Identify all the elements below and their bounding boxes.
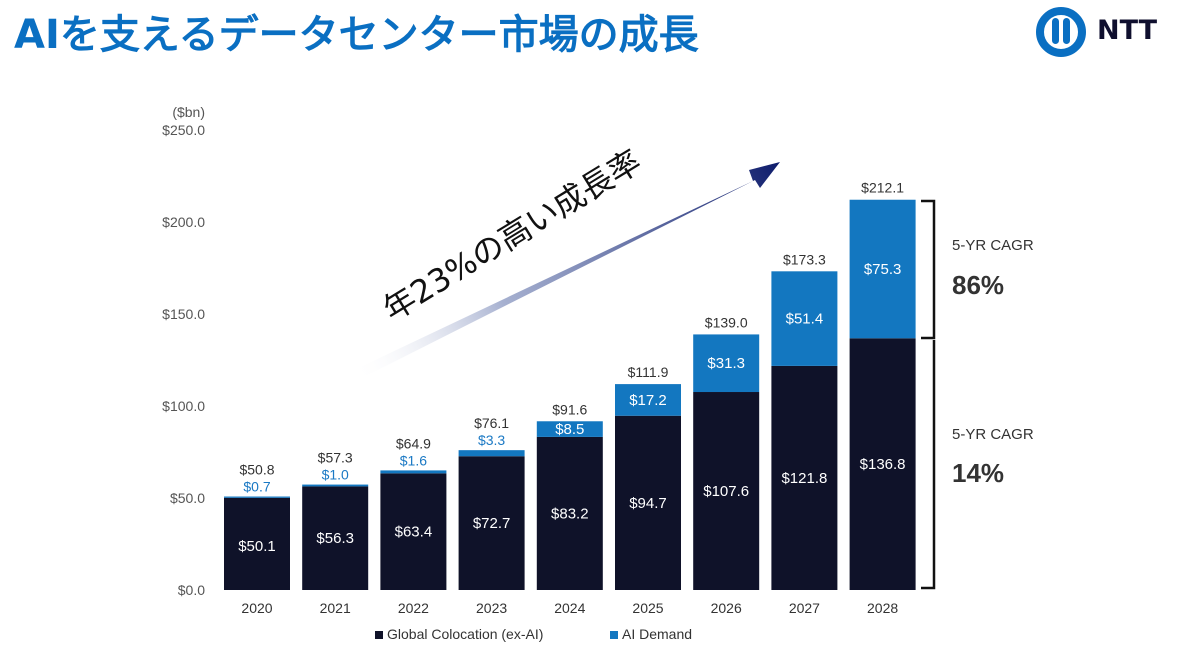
bar-colocation-2022 <box>380 473 447 590</box>
bar-ai-demand-2024 <box>536 421 603 437</box>
data-label-ai-demand: $51.4 <box>786 311 824 328</box>
y-tick-label: $200.0 <box>162 214 205 230</box>
bar-colocation-2025 <box>615 415 681 590</box>
legend-swatch-ai-demand <box>610 631 618 639</box>
data-label-colocation: $63.4 <box>395 524 433 541</box>
x-tick-label: 2028 <box>867 600 898 616</box>
data-label-ai-demand: $0.7 <box>243 479 270 495</box>
y-tick-label: $250.0 <box>162 122 205 138</box>
data-label-colocation: $50.1 <box>238 538 276 555</box>
data-label-ai-demand: $17.2 <box>629 392 667 409</box>
bar-ai-demand-2022 <box>380 470 447 474</box>
bar-ai-demand-2020 <box>224 496 290 498</box>
x-tick-label: 2020 <box>241 600 272 616</box>
cagr-ai-bracket <box>921 199 936 340</box>
y-tick-label: $50.0 <box>170 490 205 506</box>
data-label-ai-demand: $1.6 <box>400 452 427 468</box>
bar-colocation-2028 <box>849 338 916 590</box>
x-tick-label: 2024 <box>554 600 585 616</box>
data-label-colocation: $56.3 <box>316 530 354 547</box>
bar-colocation-2021 <box>302 486 369 590</box>
cagr-ai-value: 86% <box>952 270 1004 300</box>
ntt-swirl-icon <box>1036 7 1086 57</box>
cagr-colo-label: 5-YR CAGR <box>952 426 1034 443</box>
cagr-colo-bracket <box>921 340 936 590</box>
x-tick-label: 2023 <box>476 600 507 616</box>
data-label-ai-demand: $31.3 <box>707 355 745 372</box>
data-label-ai-demand: $3.3 <box>478 432 505 448</box>
x-tick-label: 2022 <box>398 600 429 616</box>
data-label-ai-demand: $8.5 <box>555 421 584 438</box>
bar-ai-demand-2028 <box>849 199 916 339</box>
y-tick-label: $100.0 <box>162 398 205 414</box>
data-label-total: $64.9 <box>396 435 431 451</box>
data-label-colocation: $72.7 <box>473 515 511 532</box>
bar-colocation-2024 <box>536 436 603 590</box>
data-label-ai-demand: $75.3 <box>864 261 902 278</box>
growth-arrow <box>354 162 780 380</box>
data-label-ai-demand: $1.0 <box>322 467 349 483</box>
x-tick-label: 2026 <box>711 600 742 616</box>
page-title: AIを支えるデータセンター市場の成長 <box>14 12 699 58</box>
data-label-total: $111.9 <box>628 364 669 380</box>
legend-label-ai-demand: AI Demand <box>622 626 692 642</box>
bar-ai-demand-2021 <box>302 484 369 487</box>
bar-ai-demand-2026 <box>693 334 760 393</box>
bar-colocation-2023 <box>458 456 525 590</box>
y-tick-label: $0.0 <box>178 582 205 598</box>
data-label-total: $57.3 <box>318 450 353 466</box>
data-label-total: $91.6 <box>552 401 587 417</box>
x-tick-label: 2025 <box>632 600 663 616</box>
cagr-ai-label: 5-YR CAGR <box>952 237 1034 254</box>
y-axis-unit-label: ($bn) <box>172 104 205 120</box>
data-label-colocation: $83.2 <box>551 505 589 522</box>
data-label-total: $50.8 <box>239 462 274 478</box>
ntt-logo: NTT <box>1035 6 1185 58</box>
cagr-colo-value: 14% <box>952 458 1004 488</box>
bar-colocation-2020 <box>224 497 290 590</box>
x-tick-label: 2021 <box>320 600 351 616</box>
data-label-total: $76.1 <box>474 415 509 431</box>
bar-ai-demand-2025 <box>615 384 681 416</box>
data-label-colocation: $107.6 <box>703 483 749 500</box>
legend-swatch-colocation <box>375 631 383 639</box>
data-label-total: $139.0 <box>705 314 748 330</box>
bar-ai-demand-2023 <box>458 450 525 457</box>
data-label-total: $212.1 <box>861 180 904 196</box>
y-tick-label: $150.0 <box>162 306 205 322</box>
data-label-total: $173.3 <box>783 251 826 267</box>
ntt-logo-text: NTT <box>1097 15 1158 46</box>
data-label-colocation: $136.8 <box>860 456 906 473</box>
bar-colocation-2027 <box>771 365 838 590</box>
data-label-colocation: $94.7 <box>629 495 667 512</box>
bar-ai-demand-2027 <box>771 271 838 366</box>
x-tick-label: 2027 <box>789 600 820 616</box>
bar-colocation-2026 <box>693 392 760 590</box>
data-label-colocation: $121.8 <box>781 470 827 487</box>
legend-label-colocation: Global Colocation (ex-AI) <box>387 626 543 642</box>
legend: Global Colocation (ex-AI) AI Demand <box>375 626 692 642</box>
